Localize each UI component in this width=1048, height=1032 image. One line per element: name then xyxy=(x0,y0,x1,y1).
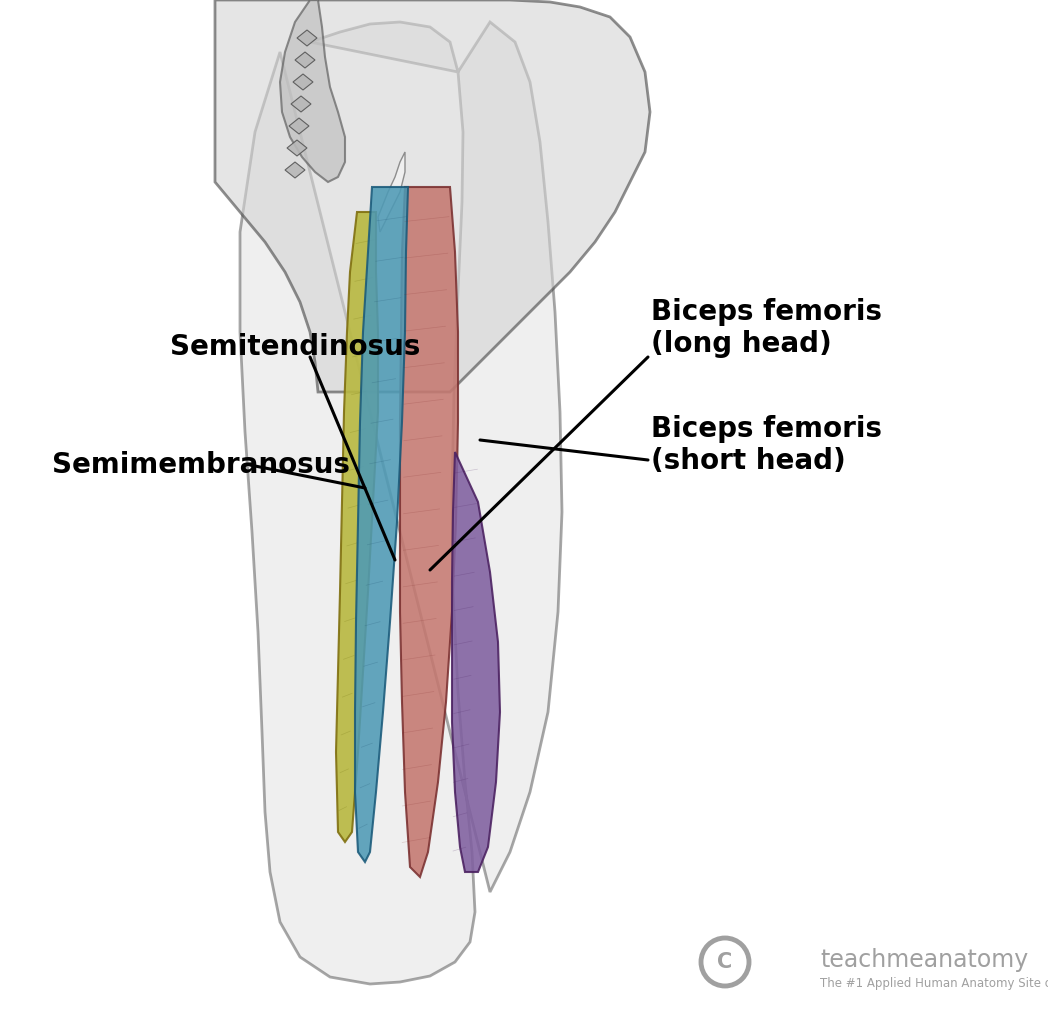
Polygon shape xyxy=(293,74,313,90)
Text: C: C xyxy=(718,952,733,972)
Text: The #1 Applied Human Anatomy Site on the Web.: The #1 Applied Human Anatomy Site on the… xyxy=(820,977,1048,991)
Polygon shape xyxy=(285,162,305,178)
Polygon shape xyxy=(452,452,500,872)
Polygon shape xyxy=(294,52,315,68)
Polygon shape xyxy=(336,212,378,842)
Text: Biceps femoris
(long head): Biceps femoris (long head) xyxy=(651,298,882,358)
Polygon shape xyxy=(280,0,345,182)
Polygon shape xyxy=(289,118,309,134)
Text: Semimembranosus: Semimembranosus xyxy=(52,451,350,479)
Polygon shape xyxy=(215,0,650,392)
Polygon shape xyxy=(240,22,562,983)
Polygon shape xyxy=(400,187,458,877)
Polygon shape xyxy=(297,30,316,46)
Text: Biceps femoris
(short head): Biceps femoris (short head) xyxy=(651,415,882,475)
Polygon shape xyxy=(355,187,408,862)
Text: teachmeanatomy: teachmeanatomy xyxy=(820,948,1028,972)
Polygon shape xyxy=(291,96,311,112)
Polygon shape xyxy=(378,152,405,232)
Polygon shape xyxy=(287,140,307,156)
Text: Semitendinosus: Semitendinosus xyxy=(170,333,420,361)
